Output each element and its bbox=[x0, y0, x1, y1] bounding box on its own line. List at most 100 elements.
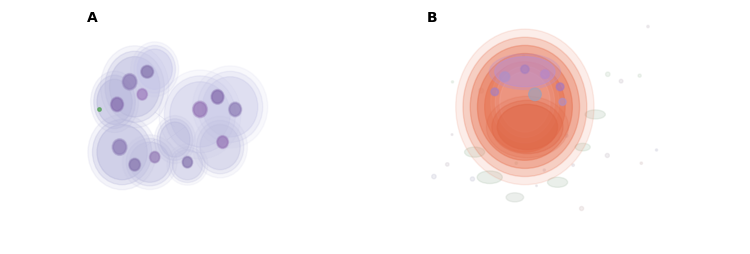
Ellipse shape bbox=[585, 110, 605, 119]
Circle shape bbox=[452, 81, 454, 83]
Ellipse shape bbox=[164, 76, 236, 153]
Circle shape bbox=[523, 55, 525, 57]
Ellipse shape bbox=[492, 100, 563, 154]
Ellipse shape bbox=[490, 61, 559, 143]
Ellipse shape bbox=[470, 45, 580, 168]
Ellipse shape bbox=[122, 73, 137, 90]
Ellipse shape bbox=[110, 97, 124, 112]
Ellipse shape bbox=[126, 138, 173, 186]
Ellipse shape bbox=[130, 142, 170, 182]
Ellipse shape bbox=[217, 136, 229, 149]
Circle shape bbox=[646, 25, 650, 28]
Ellipse shape bbox=[149, 151, 160, 163]
Ellipse shape bbox=[112, 139, 127, 155]
Ellipse shape bbox=[477, 171, 502, 184]
Ellipse shape bbox=[183, 157, 192, 167]
Ellipse shape bbox=[217, 137, 227, 148]
Ellipse shape bbox=[157, 119, 193, 160]
Ellipse shape bbox=[212, 91, 223, 103]
Ellipse shape bbox=[150, 152, 159, 162]
Circle shape bbox=[620, 79, 623, 83]
Ellipse shape bbox=[170, 82, 230, 147]
Text: A: A bbox=[87, 11, 98, 25]
Ellipse shape bbox=[497, 104, 557, 150]
Ellipse shape bbox=[170, 147, 206, 182]
Ellipse shape bbox=[491, 88, 498, 95]
Ellipse shape bbox=[500, 72, 509, 81]
Ellipse shape bbox=[202, 77, 258, 137]
Ellipse shape bbox=[484, 62, 565, 152]
Ellipse shape bbox=[197, 71, 262, 142]
Ellipse shape bbox=[560, 99, 566, 105]
Ellipse shape bbox=[91, 71, 139, 133]
Ellipse shape bbox=[521, 66, 529, 73]
Ellipse shape bbox=[193, 116, 248, 178]
Ellipse shape bbox=[88, 115, 156, 190]
Ellipse shape bbox=[110, 57, 160, 117]
Ellipse shape bbox=[463, 37, 586, 177]
Circle shape bbox=[656, 149, 658, 151]
Ellipse shape bbox=[92, 120, 152, 185]
Ellipse shape bbox=[123, 75, 136, 89]
Ellipse shape bbox=[130, 42, 178, 97]
Ellipse shape bbox=[122, 135, 177, 189]
Ellipse shape bbox=[154, 116, 195, 164]
Ellipse shape bbox=[559, 98, 566, 106]
Ellipse shape bbox=[136, 88, 148, 100]
Ellipse shape bbox=[500, 71, 510, 82]
Circle shape bbox=[470, 177, 475, 181]
Ellipse shape bbox=[495, 66, 554, 137]
Circle shape bbox=[478, 88, 484, 93]
Ellipse shape bbox=[141, 65, 154, 78]
Circle shape bbox=[543, 169, 545, 171]
Ellipse shape bbox=[487, 96, 568, 158]
Circle shape bbox=[565, 134, 568, 137]
Circle shape bbox=[529, 88, 542, 101]
Ellipse shape bbox=[134, 45, 176, 93]
Circle shape bbox=[536, 185, 537, 186]
Ellipse shape bbox=[456, 29, 594, 185]
Ellipse shape bbox=[464, 147, 484, 157]
Circle shape bbox=[638, 74, 641, 77]
Text: B: B bbox=[427, 11, 437, 25]
Ellipse shape bbox=[540, 70, 550, 79]
Circle shape bbox=[605, 72, 610, 76]
Circle shape bbox=[452, 134, 453, 135]
Ellipse shape bbox=[159, 70, 241, 159]
Ellipse shape bbox=[541, 70, 549, 78]
Ellipse shape bbox=[478, 54, 572, 160]
Ellipse shape bbox=[130, 159, 140, 170]
Ellipse shape bbox=[193, 101, 208, 118]
Ellipse shape bbox=[97, 124, 147, 180]
Ellipse shape bbox=[490, 88, 499, 96]
Ellipse shape bbox=[211, 89, 224, 104]
Ellipse shape bbox=[105, 51, 164, 122]
Ellipse shape bbox=[113, 140, 126, 154]
Circle shape bbox=[640, 162, 643, 164]
Ellipse shape bbox=[160, 122, 190, 157]
Ellipse shape bbox=[112, 98, 122, 111]
Circle shape bbox=[432, 174, 436, 179]
Ellipse shape bbox=[500, 72, 550, 132]
Ellipse shape bbox=[556, 83, 563, 90]
Ellipse shape bbox=[548, 177, 568, 187]
Ellipse shape bbox=[556, 83, 564, 91]
Ellipse shape bbox=[495, 57, 555, 87]
Ellipse shape bbox=[200, 124, 240, 170]
Ellipse shape bbox=[129, 158, 140, 171]
Ellipse shape bbox=[182, 156, 193, 168]
Ellipse shape bbox=[172, 150, 202, 180]
Ellipse shape bbox=[230, 103, 241, 116]
Ellipse shape bbox=[138, 89, 147, 99]
Ellipse shape bbox=[167, 144, 208, 185]
Circle shape bbox=[605, 153, 609, 157]
Ellipse shape bbox=[196, 120, 244, 174]
Ellipse shape bbox=[194, 102, 206, 116]
Ellipse shape bbox=[142, 66, 153, 77]
Circle shape bbox=[446, 163, 449, 166]
Ellipse shape bbox=[100, 46, 169, 128]
Ellipse shape bbox=[506, 193, 524, 202]
Ellipse shape bbox=[137, 49, 172, 89]
Circle shape bbox=[580, 207, 584, 211]
Ellipse shape bbox=[520, 65, 530, 74]
